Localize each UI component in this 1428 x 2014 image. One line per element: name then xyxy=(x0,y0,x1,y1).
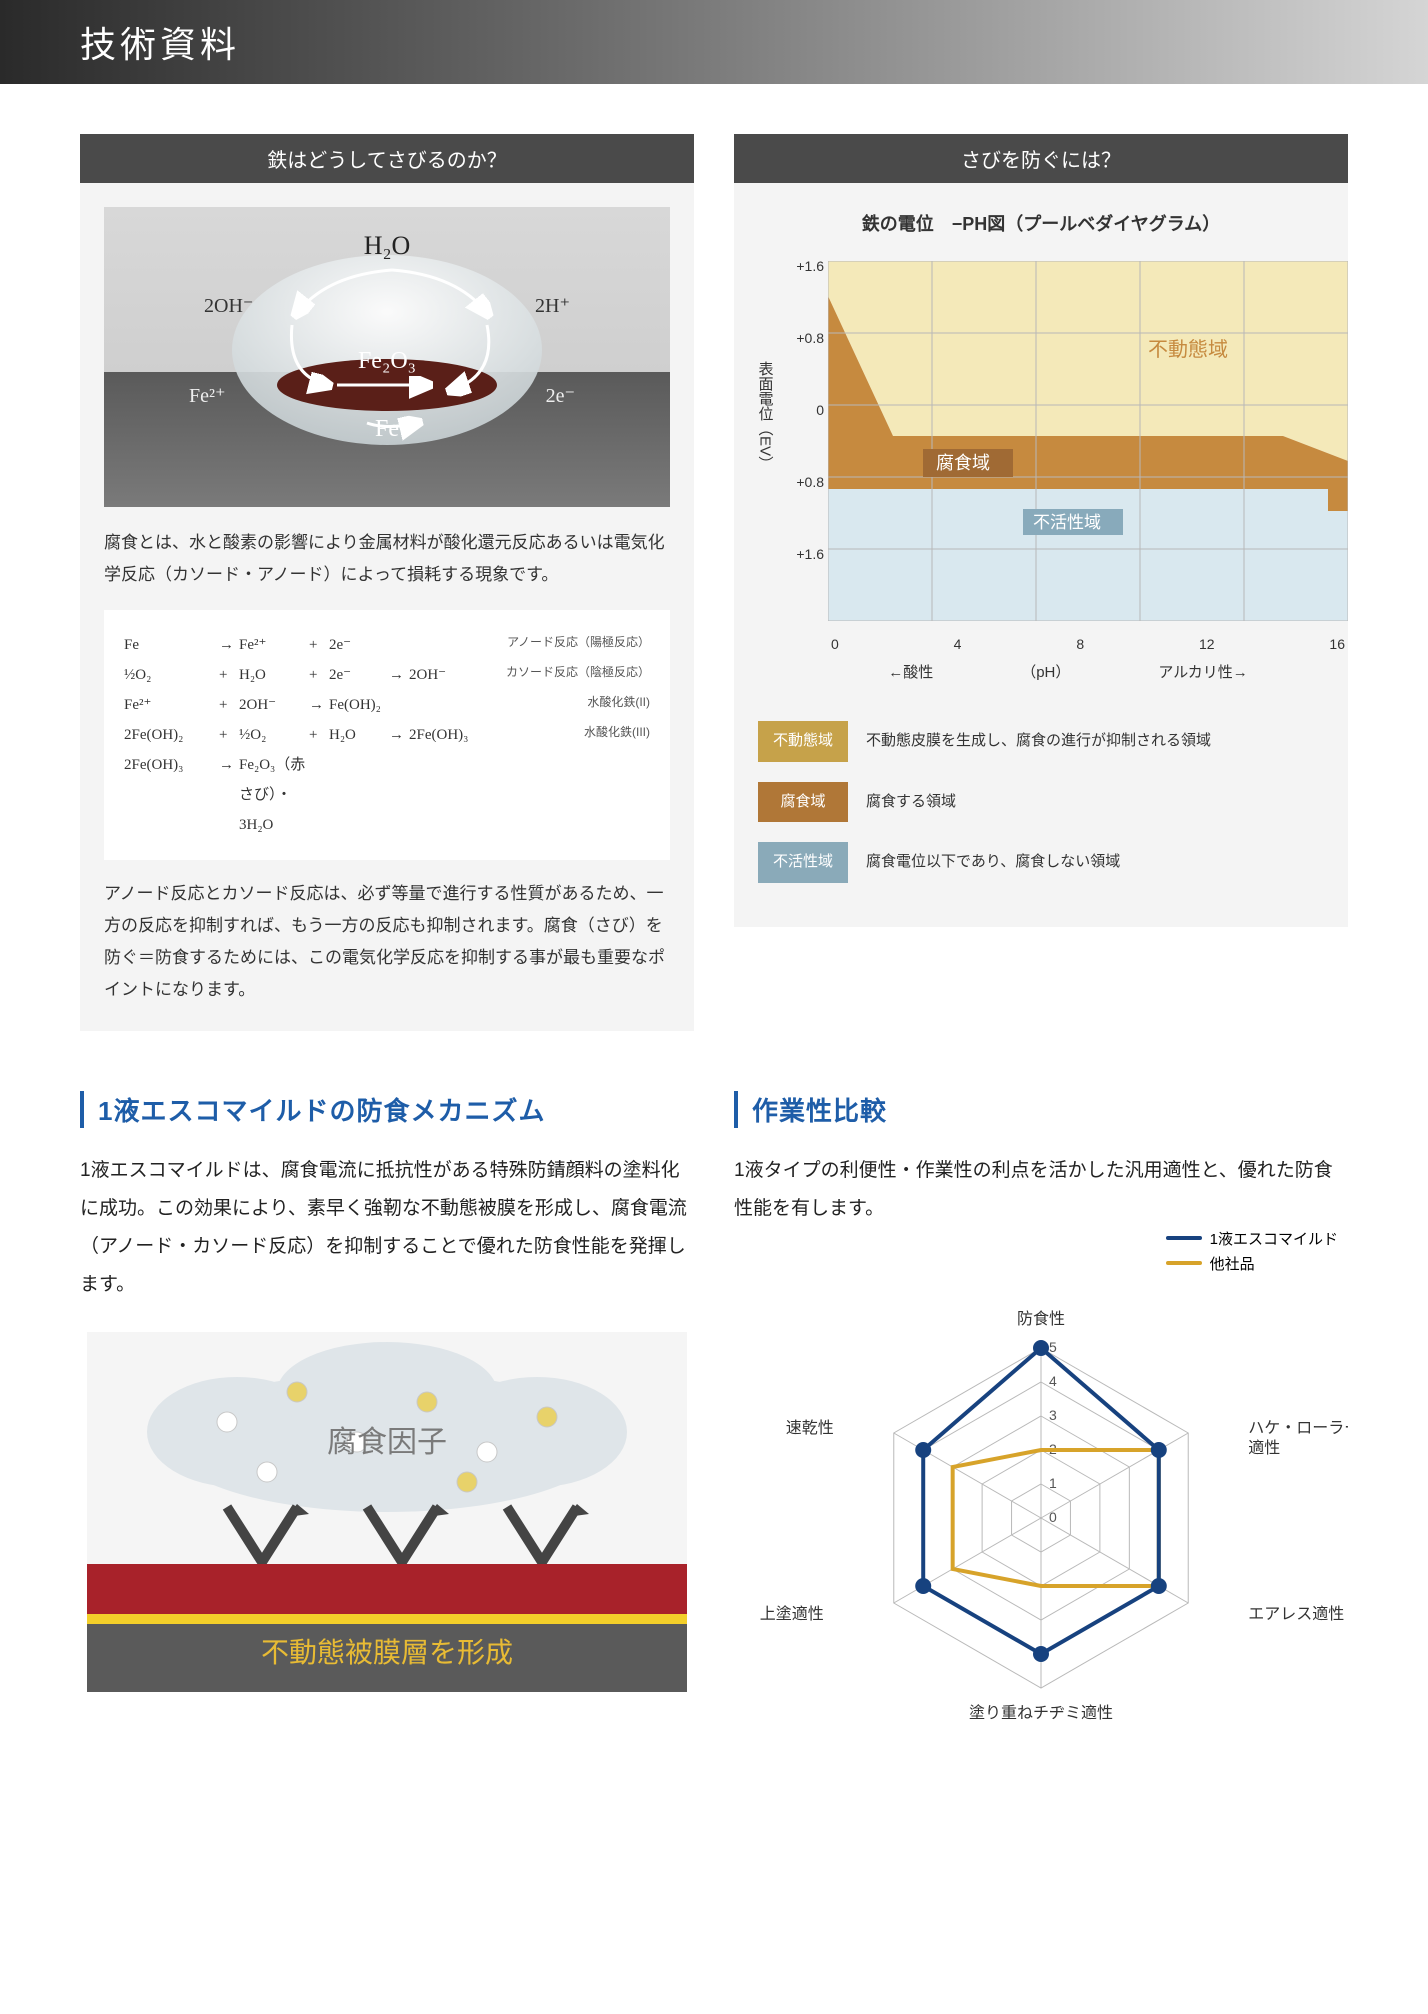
svg-text:塗り重ねチヂミ適性: 塗り重ねチヂミ適性 xyxy=(969,1703,1113,1722)
svg-text:5: 5 xyxy=(1049,1339,1057,1355)
mechanism-diagram: 腐食因子不動態被膜層を形成 xyxy=(80,1332,694,1692)
panel-prevent-rust: さびを防ぐには？ 鉄の電位 −PH図（プールベダイヤグラム） 表面電位（EV） … xyxy=(734,134,1348,927)
panel-b-title: さびを防ぐには？ xyxy=(734,134,1348,183)
reaction-block: Fe→Fe²⁺+2e⁻アノード反応（陽極反応）½O₂+H₂O+2e⁻→2OH⁻カ… xyxy=(104,610,670,860)
lbl-2oh: 2OH⁻ xyxy=(204,287,253,325)
lbl-fe2p: Fe²⁺ xyxy=(189,377,226,415)
section-c-heading: 1液エスコマイルドの防食メカニズム xyxy=(80,1091,694,1128)
lbl-h2o: H₂O xyxy=(364,221,411,270)
section-d-heading: 作業性比較 xyxy=(734,1091,1348,1128)
axis-right: アルカリ性 xyxy=(1158,659,1247,688)
lbl-2em: 2e⁻ xyxy=(546,377,575,415)
svg-text:不活性域: 不活性域 xyxy=(1033,513,1101,532)
panel-a-title: 鉄はどうしてさびるのか？ xyxy=(80,134,694,183)
pourbaix-chart: 表面電位（EV） +1.6+0.80+0.8+1.6 不動態域腐食域不活性域 0… xyxy=(758,261,1324,681)
pourbaix-ylabel: 表面電位（EV） xyxy=(750,361,779,471)
svg-text:エアレス適性: エアレス適性 xyxy=(1248,1605,1344,1623)
svg-text:不動態域: 不動態域 xyxy=(1148,338,1228,361)
svg-text:3: 3 xyxy=(1049,1407,1057,1423)
legend-row: 不動態域不動態皮膜を生成し、腐食の進行が抑制される領域 xyxy=(758,721,1324,762)
panel-why-rust: 鉄はどうしてさびるのか？ xyxy=(80,134,694,1031)
svg-text:腐食域: 腐食域 xyxy=(936,453,990,473)
lbl-2hp: 2H⁺ xyxy=(535,287,570,325)
radar-chart: 1液エスコマイルド他社品 012345防食性ハケ・ローラー適性エアレス適性塗り重… xyxy=(734,1228,1348,1748)
svg-text:適性: 適性 xyxy=(1248,1439,1280,1457)
page-title: 技術資料 xyxy=(80,24,240,65)
axis-left: 酸性 xyxy=(888,659,933,688)
svg-text:ハケ・ローラー: ハケ・ローラー xyxy=(1248,1419,1348,1437)
svg-text:速乾性: 速乾性 xyxy=(786,1419,834,1437)
legend-row: 腐食域腐食する領域 xyxy=(758,782,1324,823)
panel-a-outro: アノード反応とカソード反応は、必ず等量で進行する性質があるため、一方の反応を抑制… xyxy=(104,878,670,1007)
lbl-fe2o3: Fe₂O₃ xyxy=(358,339,416,385)
page-header: 技術資料 xyxy=(0,0,1428,84)
svg-text:4: 4 xyxy=(1049,1373,1057,1389)
rust-diagram: H₂O 2OH⁻ 2H⁺ Fe₂O₃ Fe²⁺ 2e⁻ Fe xyxy=(104,207,670,507)
reaction-row: Fe→Fe²⁺+2e⁻アノード反応（陽極反応） xyxy=(124,630,650,660)
svg-text:0: 0 xyxy=(1049,1509,1057,1525)
svg-text:腐食因子: 腐食因子 xyxy=(327,1426,447,1459)
radar-legend-item: 1液エスコマイルド xyxy=(1166,1228,1338,1249)
svg-text:防食性: 防食性 xyxy=(1017,1310,1065,1328)
panel-a-intro: 腐食とは、水と酸素の影響により金属材料が酸化還元反応あるいは電気化学反応（カソー… xyxy=(104,527,670,592)
pourbaix-legend: 不動態域不動態皮膜を生成し、腐食の進行が抑制される領域腐食域腐食する領域不活性域… xyxy=(758,721,1324,883)
svg-text:不動態被膜層を形成: 不動態被膜層を形成 xyxy=(261,1637,513,1668)
legend-row: 不活性域腐食電位以下であり、腐食しない領域 xyxy=(758,842,1324,883)
reaction-row: 2Fe(OH)₃→Fe₂O₃（赤さび）・3H₂O xyxy=(124,750,650,840)
section-d-body: 1液タイプの利便性・作業性の利点を活かした汎用適性と、優れた防食性能を有します。 xyxy=(734,1152,1348,1228)
svg-text:1: 1 xyxy=(1049,1475,1057,1491)
reaction-row: 2Fe(OH)₂+½O₂+H₂O→2Fe(OH)₃水酸化鉄(III) xyxy=(124,720,650,750)
axis-ph: （pH） xyxy=(1021,659,1070,688)
pourbaix-title: 鉄の電位 −PH図（プールベダイヤグラム） xyxy=(758,207,1324,241)
reaction-row: Fe²⁺+2OH⁻→Fe(OH)₂水酸化鉄(II) xyxy=(124,690,650,720)
radar-legend-item: 他社品 xyxy=(1166,1253,1338,1274)
svg-text:上塗適性: 上塗適性 xyxy=(760,1604,824,1623)
lbl-fe: Fe xyxy=(375,407,399,453)
section-c-body: 1液エスコマイルドは、腐食電流に抵抗性がある特殊防錆顔料の塗料化に成功。この効果… xyxy=(80,1152,694,1304)
reaction-row: ½O₂+H₂O+2e⁻→2OH⁻カソード反応（陰極反応） xyxy=(124,660,650,690)
